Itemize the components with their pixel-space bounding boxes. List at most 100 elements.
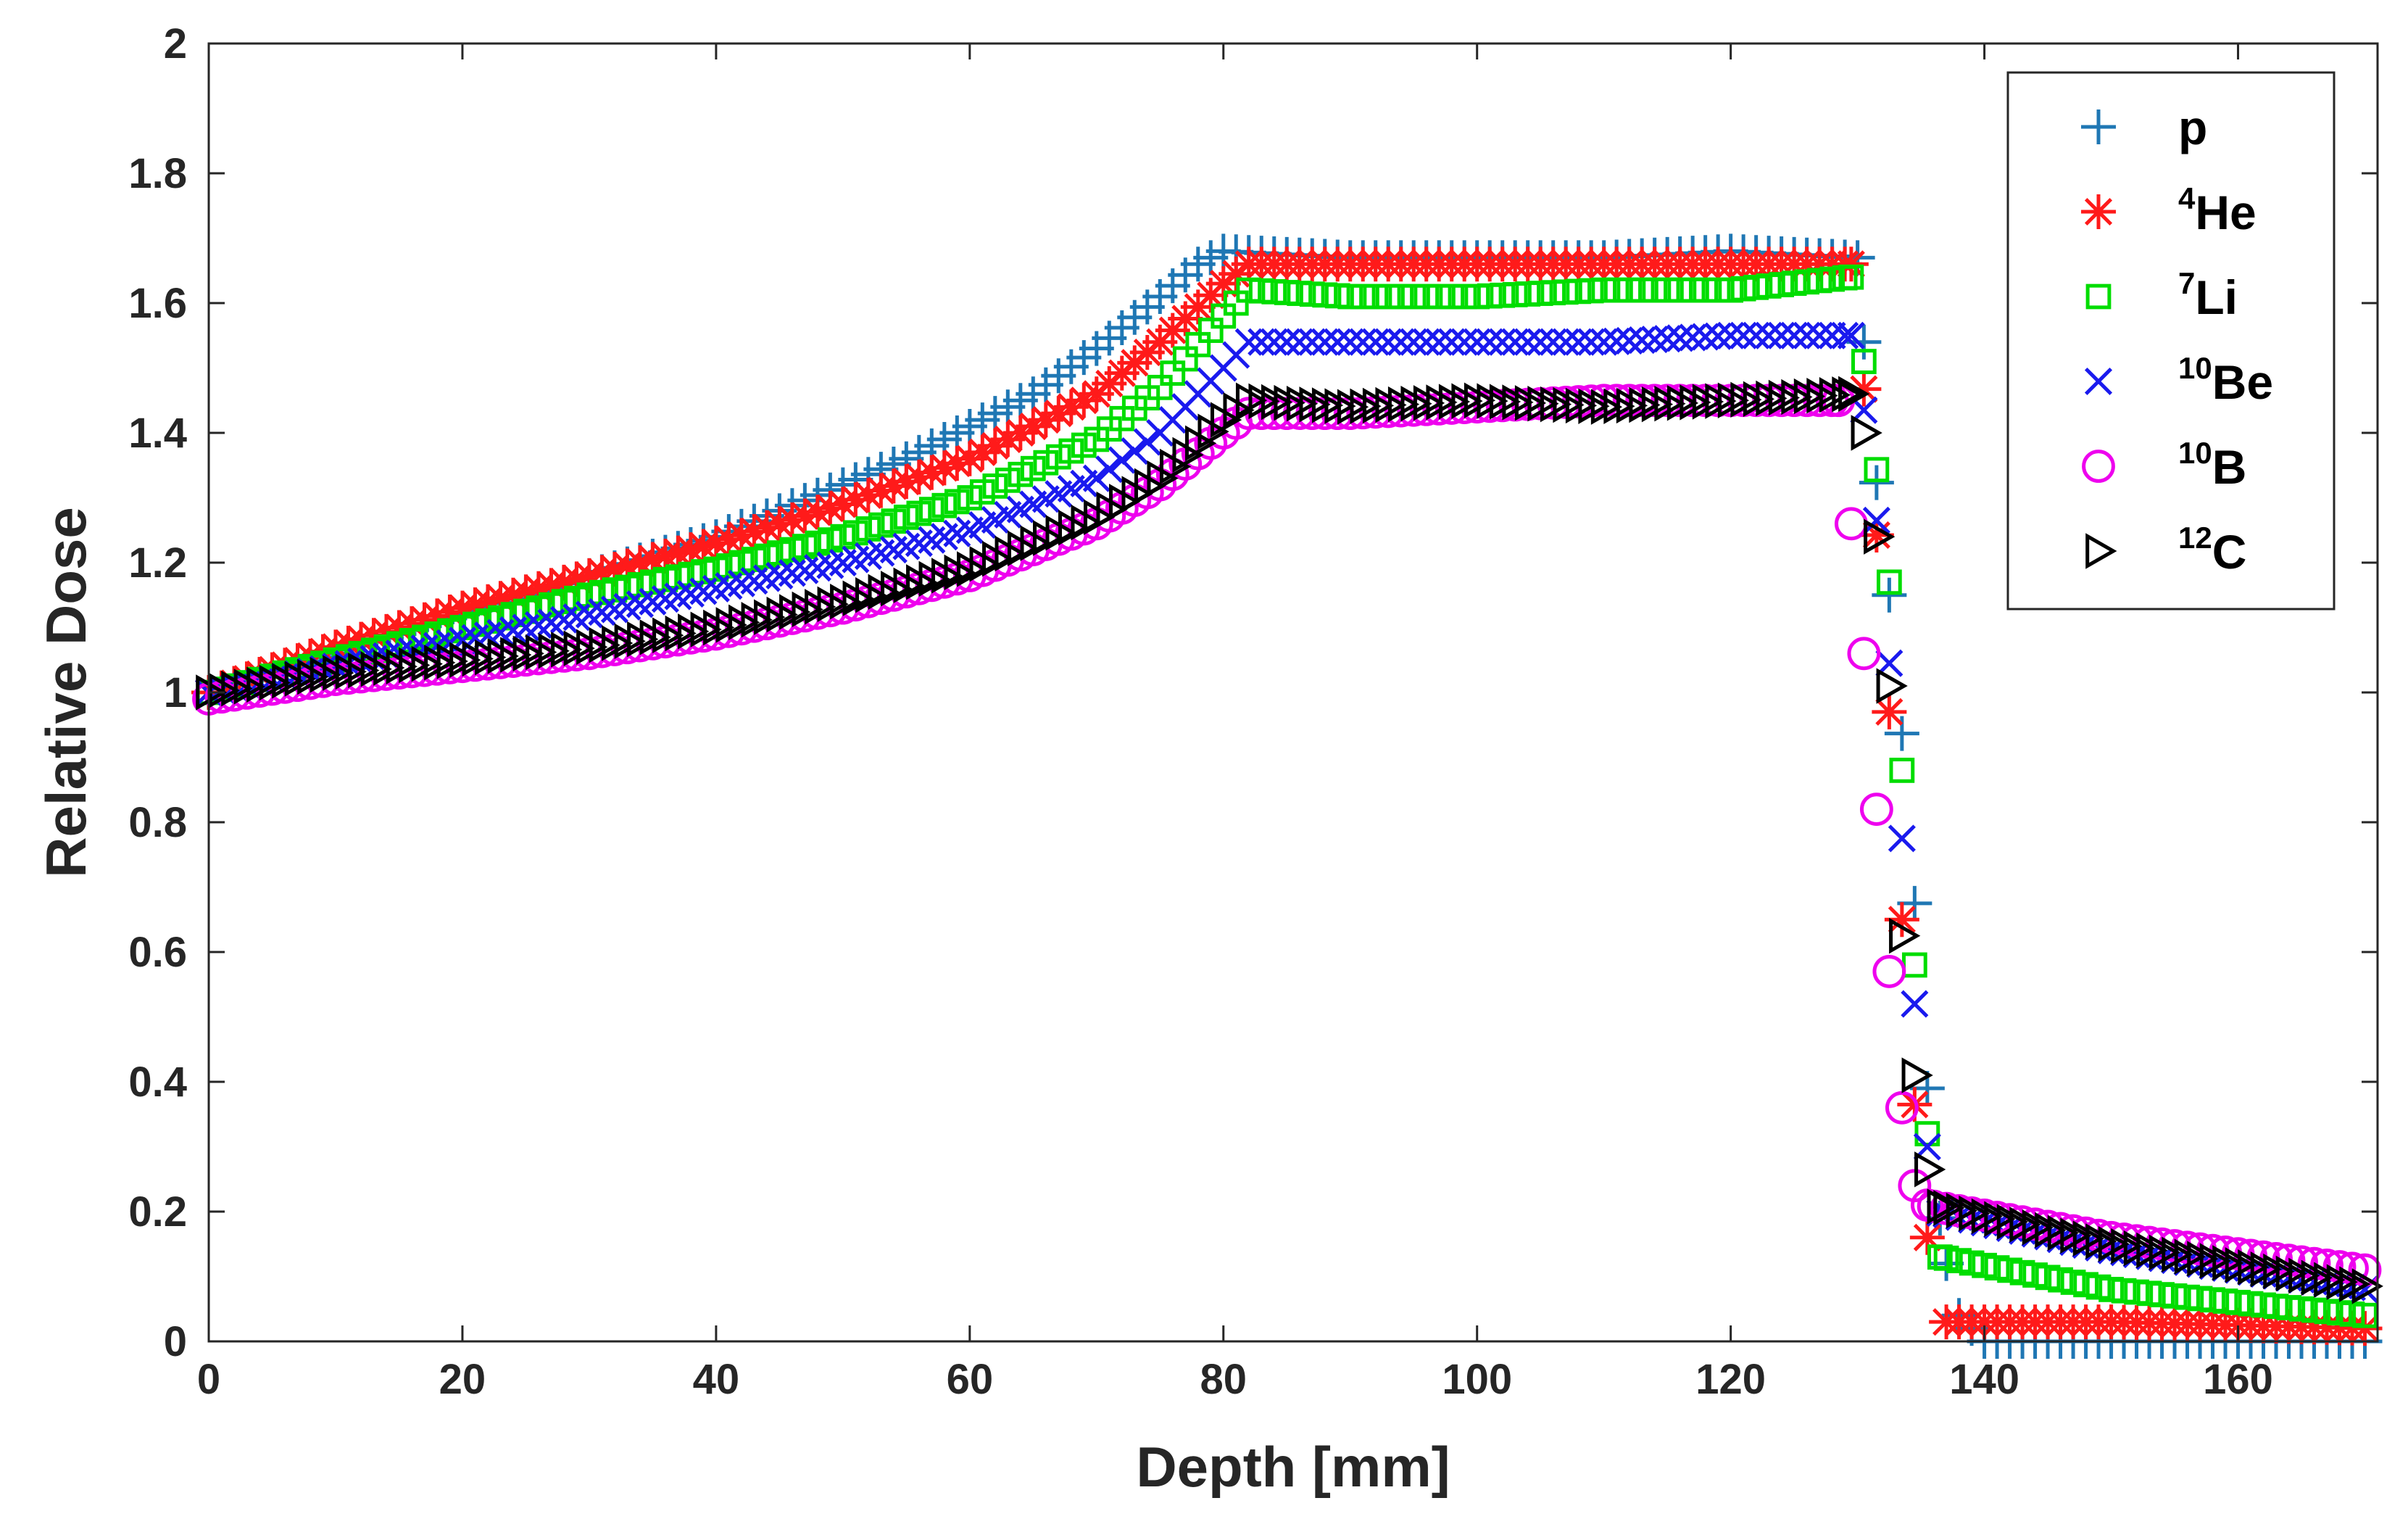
data-point-7Li [1350,284,1376,310]
data-point-10Be [1539,328,1567,356]
data-point-10Be [1755,321,1783,349]
data-point-7Li [1693,277,1719,303]
data-point-10Be [1590,328,1618,356]
data-point-7Li [2098,1277,2124,1302]
data-point-10Be [1552,328,1580,356]
data-point-10Be [1862,506,1890,534]
data-point-4He [635,542,670,577]
data-point-4He [622,545,657,580]
data-point-7Li [1743,274,1769,300]
data-point-7Li [1502,281,1528,307]
data-point-7Li [893,504,919,530]
data-point-7Li [1185,331,1211,357]
data-point-4He [1041,396,1076,431]
data-point-7Li [2263,1294,2289,1320]
data-point-12C [1901,1057,1933,1093]
data-point-4He [1846,371,1882,407]
data-point-7Li [1705,277,1731,303]
data-point-7Li [1236,277,1262,303]
legend-mass-number: 10 [2178,436,2212,470]
data-point-7Li [2073,1272,2098,1298]
data-point-10Be [1653,325,1682,353]
data-point-7Li [2035,1265,2061,1291]
data-point-10Be [1716,321,1745,349]
data-point-7Li [2352,1302,2378,1328]
data-point-10Be [1336,328,1364,356]
data-point-4He [914,455,950,490]
y-tick-label: 0 [164,1318,187,1365]
data-point-7Li [2022,1262,2048,1288]
data-point-4He [863,473,899,508]
data-point-7Li [539,592,564,618]
data-point-4He [1028,402,1063,438]
data-point-12C [1927,1188,1959,1225]
data-point-10Be [1349,328,1377,356]
data-point-4He [1872,694,1907,729]
data-point-7Li [2225,1289,2251,1315]
data-point-10Be [1488,328,1516,356]
data-point-7Li [1071,432,1097,458]
axis-ticks [207,42,2378,1343]
y-tick-label: 1.6 [128,280,187,327]
data-point-p [1884,716,1919,751]
data-point-7Li [1819,266,1846,292]
x-tick-label: 60 [947,1356,994,1403]
data-point-7Li [741,547,767,572]
data-point-7Li [842,520,868,546]
y-tick-label: 1.4 [128,410,187,457]
legend-mass-number: 10 [2178,351,2212,385]
data-point-10Be [1095,455,1124,484]
data-point-4He [394,606,429,642]
data-point-7Li [1058,438,1084,464]
data-point-7Li [1984,1255,2010,1280]
data-point-7Li [2327,1300,2352,1325]
legend-element-symbol: Be [2212,355,2273,409]
data-point-7Li [1490,282,1516,308]
x-tick-label: 80 [1200,1356,1247,1403]
data-point-4He [736,514,772,550]
data-point-7Li [1933,1245,1959,1271]
y-tick-label: 0.8 [128,799,187,846]
data-point-10Be [1793,321,1821,349]
data-point-7Li [488,605,513,631]
data-point-7Li [2187,1286,2213,1312]
data-point-10Be [1603,327,1631,355]
data-point-7Li [1413,284,1440,310]
data-point-4He [939,446,975,481]
data-point-4He [534,568,569,603]
legend-label-12C: 12C [2178,521,2246,579]
data-point-10Be [1704,322,1732,350]
data-point-7Li [1324,283,1350,309]
data-point-4He [457,587,493,623]
data-point-10Be [1767,321,1795,349]
x-tick-label: 120 [1695,1356,1766,1403]
data-point-7Li [1363,284,1389,310]
data-point-7Li [2212,1288,2238,1314]
data-point-10Be [1133,428,1161,456]
data-point-7Li [475,608,501,634]
data-point-7Li [1388,284,1414,310]
data-point-4He [889,464,924,500]
data-point-p [1859,465,1894,500]
data-point-7Li [1667,277,1693,303]
data-point-10Be [1082,464,1110,492]
data-point-4He [926,450,962,486]
x-tick-label: 140 [1949,1356,2019,1403]
data-point-7Li [1540,280,1566,306]
data-point-10Be [1260,328,1288,356]
data-point-7Li [1603,277,1629,303]
data-point-4He [1909,1220,1945,1255]
legend-label-7Li: 7Li [2178,266,2238,324]
data-point-4He [610,548,645,584]
data-point-7Li [1769,272,1795,297]
data-point-7Li [1515,281,1541,307]
data-point-10Be [1298,328,1327,356]
data-point-7Li [1851,349,1877,374]
data-point-7Li [2288,1296,2314,1322]
data-point-10Be [1463,328,1491,356]
data-point-4He [711,521,747,557]
data-point-10Be [1234,328,1263,356]
data-point-4He [686,529,721,564]
data-point-7Li [2276,1295,2301,1320]
data-point-4He [1859,517,1894,553]
